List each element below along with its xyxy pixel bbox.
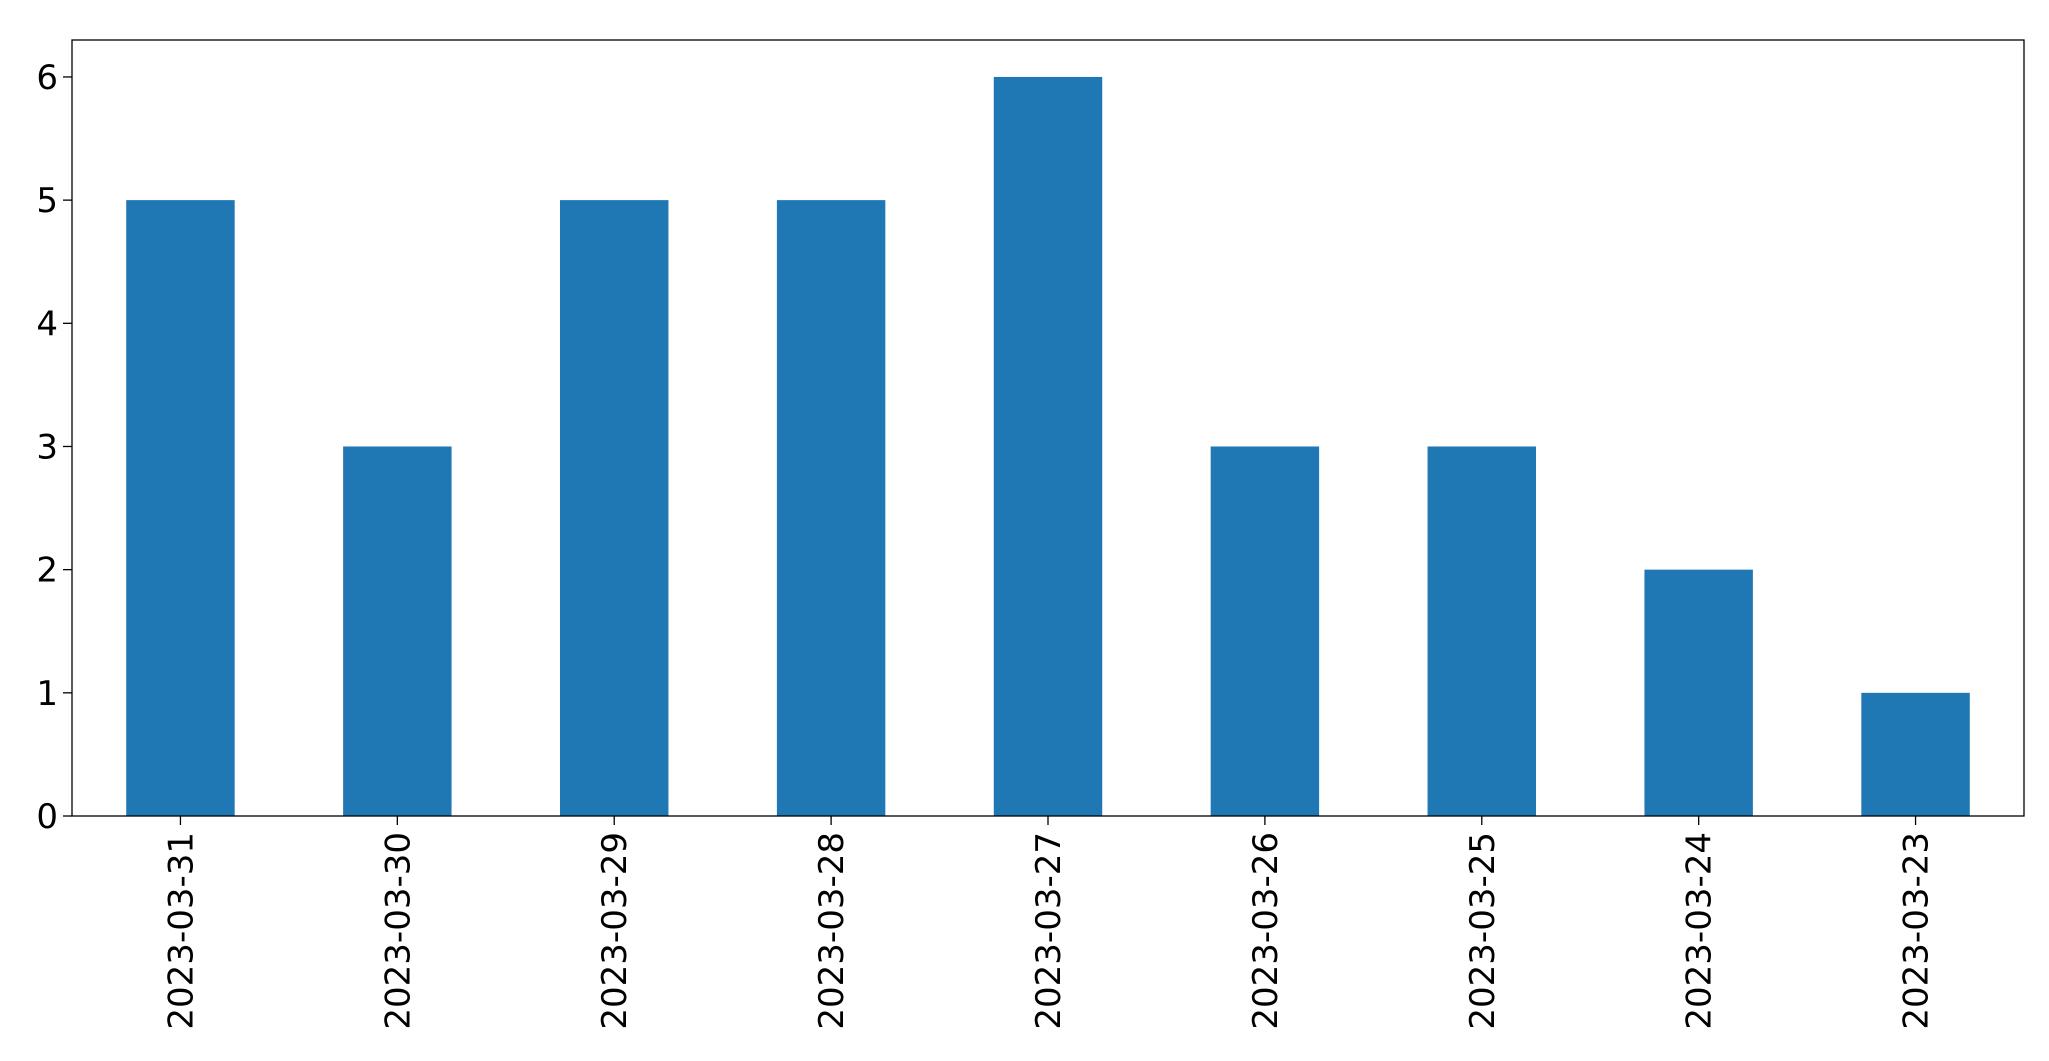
y-tick-label: 1 [36,674,58,714]
y-tick-label: 4 [36,304,58,344]
x-tick-label: 2023-03-25 [1463,832,1503,1030]
y-tick-label: 0 [36,797,58,837]
x-tick-label: 2023-03-26 [1246,832,1286,1030]
bar [1427,446,1536,816]
y-tick-label: 6 [36,58,58,98]
y-tick-label: 3 [36,427,58,467]
bar [1644,569,1753,816]
bar [126,200,235,817]
x-tick-label: 2023-03-27 [1029,832,1069,1030]
bar [993,76,1103,816]
bar [1210,446,1320,816]
x-tick-label: 2023-03-23 [1897,832,1937,1030]
bar [1861,692,1970,816]
x-tick-label: 2023-03-30 [378,832,418,1030]
x-tick-label: 2023-03-31 [161,832,201,1030]
plot-frame [71,39,2025,817]
bar [776,200,886,817]
y-tick-label: 5 [36,181,58,221]
bar [343,446,452,816]
y-tick-label: 2 [36,551,58,591]
x-tick-label: 2023-03-28 [812,832,852,1030]
x-tick-label: 2023-03-29 [595,832,635,1030]
bar [560,200,669,817]
x-tick-label: 2023-03-24 [1680,832,1720,1030]
